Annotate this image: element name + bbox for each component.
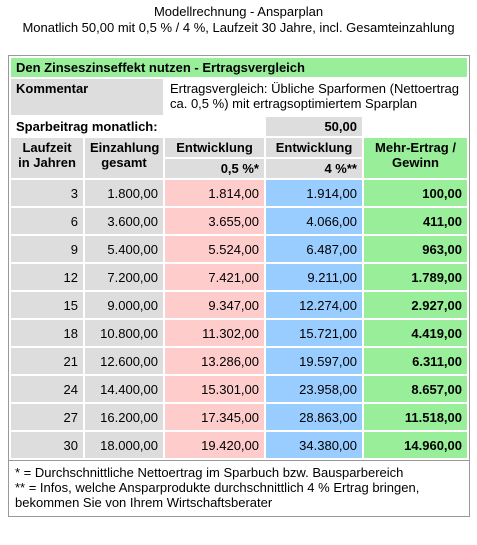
table-cell: 1.800,00 [85, 180, 163, 206]
column-header: Einzahlung gesamt [85, 138, 163, 178]
table-cell: 15.301,00 [165, 376, 264, 402]
table-cell: 12.274,00 [266, 292, 362, 318]
table-cell: 11.518,00 [364, 404, 467, 430]
column-header: Entwicklung [165, 138, 264, 157]
table-cell: 21 [11, 348, 83, 374]
rate: 50,00 [266, 117, 362, 136]
table-cell: 9 [11, 236, 83, 262]
table-cell: 3.655,00 [165, 208, 264, 234]
sub-column-header: 4 %** [266, 159, 362, 178]
table-row: 9 5.400,00 5.524,00 6.487,00 963,00 [11, 236, 467, 262]
table-row: 6 3.600,00 3.655,00 4.066,00 411,00 [11, 208, 467, 234]
column-header: Mehr-Ertrag / Gewinn [364, 138, 467, 178]
table-cell: 2.927,00 [364, 292, 467, 318]
table-cell: 6 [11, 208, 83, 234]
table-cell: 19.420,00 [165, 432, 264, 458]
table-cell: 19.597,00 [266, 348, 362, 374]
table-cell: 10.800,00 [85, 320, 163, 346]
table-row: 12 7.200,00 7.421,00 9.211,00 1.789,00 [11, 264, 467, 290]
sub-column-header: 0,5 %* [165, 159, 264, 178]
table-cell: 1.814,00 [165, 180, 264, 206]
table-cell: 963,00 [364, 236, 467, 262]
table-cell: 9.211,00 [266, 264, 362, 290]
footnote: * = Durchschnittliche Nettoertrag im Spa… [15, 465, 404, 480]
table-cell: 4.066,00 [266, 208, 362, 234]
header: Modellrechnung - Ansparplan Monatlich 50… [0, 0, 477, 46]
table-cell: 7.200,00 [85, 264, 163, 290]
table-cell: 30 [11, 432, 83, 458]
footnote: ** = Infos, welche Ansparprodukte durchs… [15, 480, 420, 510]
table-cell: 27 [11, 404, 83, 430]
table-cell: 9.000,00 [85, 292, 163, 318]
footnotes: * = Durchschnittliche Nettoertrag im Spa… [9, 460, 469, 516]
table-cell: 34.380,00 [266, 432, 362, 458]
table-row: 3 1.800,00 1.814,00 1.914,00 100,00 [11, 180, 467, 206]
table-cell: 15.721,00 [266, 320, 362, 346]
table-box: Den Zinseszinseffekt nutzen - Ertragsver… [8, 55, 470, 517]
title: Modellrechnung - Ansparplan [153, 4, 324, 19]
table-cell: 12.600,00 [85, 348, 163, 374]
table-row: 24 14.400,00 15.301,00 23.958,00 8.657,00 [11, 376, 467, 402]
table-cell: 6.487,00 [266, 236, 362, 262]
column-header: Entwicklung [266, 138, 362, 157]
table-heading: Den Zinseszinseffekt nutzen - Ertragsver… [11, 58, 467, 77]
table-cell: 5.524,00 [165, 236, 264, 262]
table-cell: 24 [11, 376, 83, 402]
table-cell: 14.400,00 [85, 376, 163, 402]
table-cell: 18 [11, 320, 83, 346]
table-cell: 5.400,00 [85, 236, 163, 262]
rate-label: Sparbeitrag monatlich: [16, 119, 158, 134]
comment: Ertragsvergleich: Übliche Sparformen (Ne… [170, 81, 460, 111]
table-cell: 23.958,00 [266, 376, 362, 402]
table-cell: 17.345,00 [165, 404, 264, 430]
table-cell: 411,00 [364, 208, 467, 234]
table-cell: 9.347,00 [165, 292, 264, 318]
table-cell: 6.311,00 [364, 348, 467, 374]
column-header: Laufzeit in Jahren [11, 138, 83, 178]
table-cell: 12 [11, 264, 83, 290]
table-row: 18 10.800,00 11.302,00 15.721,00 4.419,00 [11, 320, 467, 346]
table-row: 21 12.600,00 13.286,00 19.597,00 6.311,00 [11, 348, 467, 374]
table-cell: 4.419,00 [364, 320, 467, 346]
table-cell: 3.600,00 [85, 208, 163, 234]
table-cell: 3 [11, 180, 83, 206]
table-cell: 13.286,00 [165, 348, 264, 374]
table-cell: 1.789,00 [364, 264, 467, 290]
table-row: 27 16.200,00 17.345,00 28.863,00 11.518,00 [11, 404, 467, 430]
table-row: 15 9.000,00 9.347,00 12.274,00 2.927,00 [11, 292, 467, 318]
table-cell: 28.863,00 [266, 404, 362, 430]
comment-label: Kommentar [11, 79, 163, 115]
table-cell: 16.200,00 [85, 404, 163, 430]
table-cell: 1.914,00 [266, 180, 362, 206]
table-cell: 7.421,00 [165, 264, 264, 290]
table-row: 30 18.000,00 19.420,00 34.380,00 14.960,00 [11, 432, 467, 458]
subtitle: Monatlich 50,00 mit 0,5 % / 4 %, Laufzei… [22, 20, 455, 35]
table-cell: 15 [11, 292, 83, 318]
table-cell: 11.302,00 [165, 320, 264, 346]
table-cell: 18.000,00 [85, 432, 163, 458]
table: Den Zinseszinseffekt nutzen - Ertragsver… [9, 56, 469, 460]
table-cell: 8.657,00 [364, 376, 467, 402]
table-cell: 14.960,00 [364, 432, 467, 458]
table-cell: 100,00 [364, 180, 467, 206]
